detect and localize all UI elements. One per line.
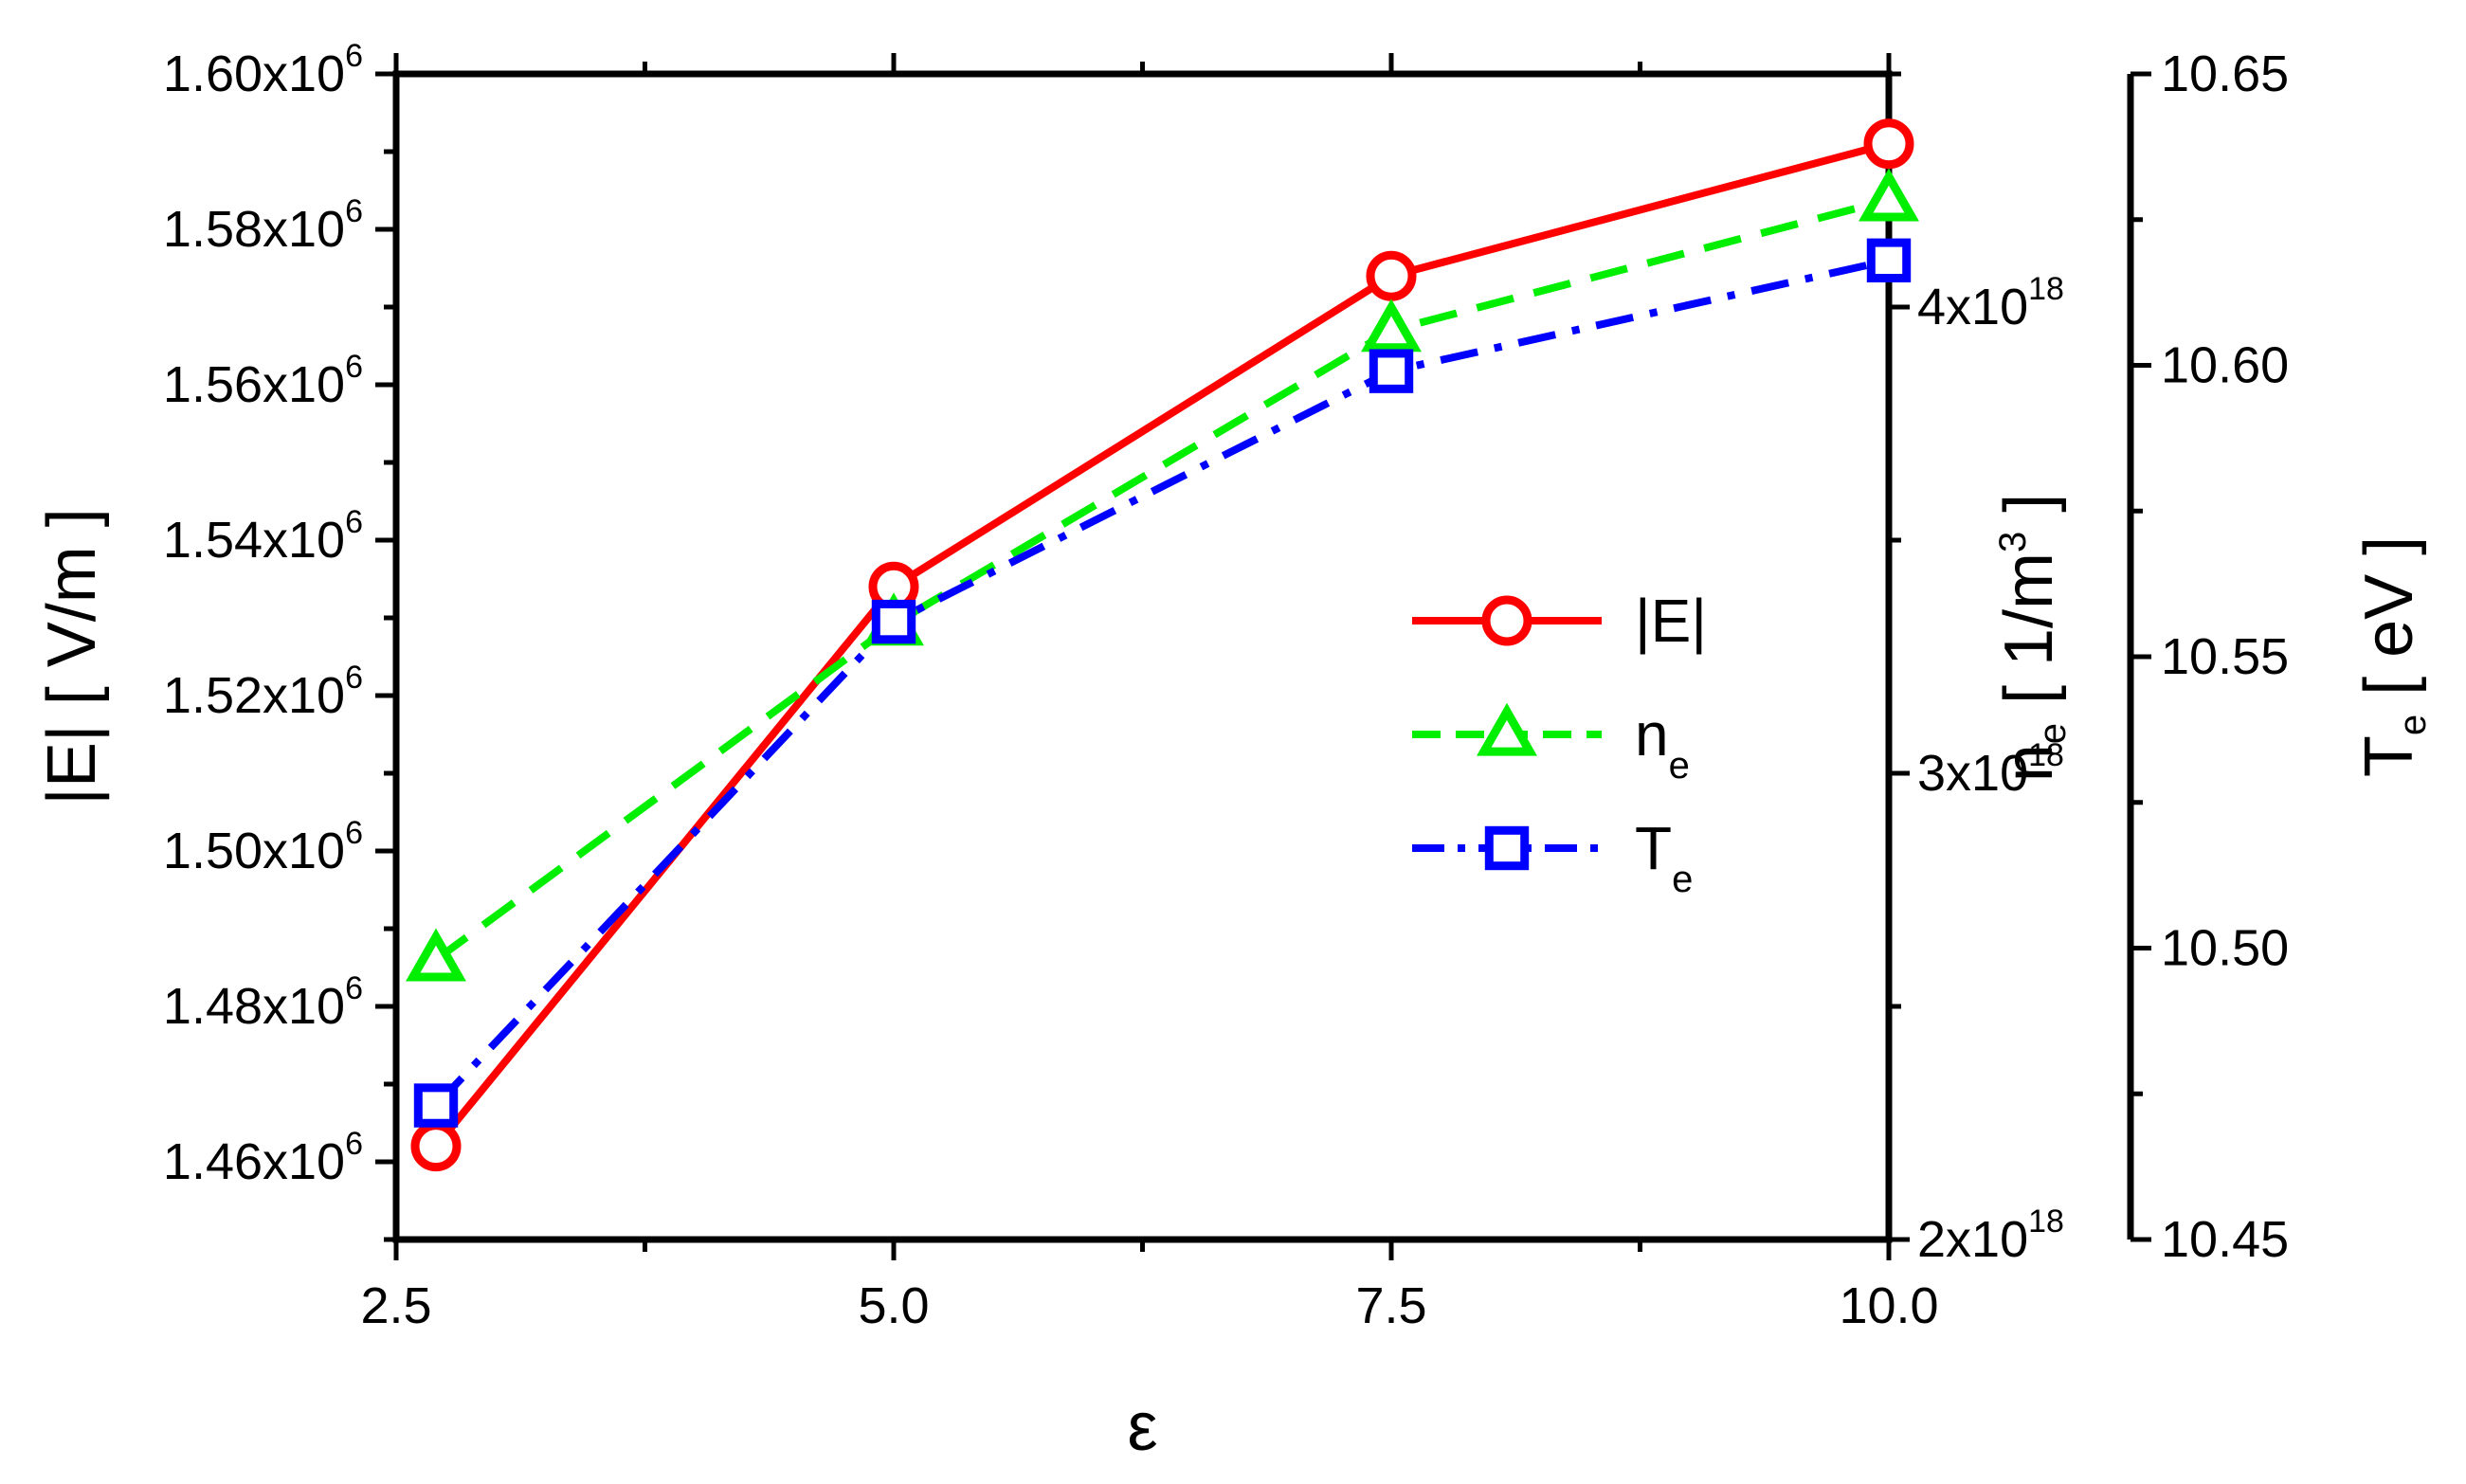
- legend-label-sub: e: [1672, 859, 1693, 900]
- right-axis-2-tick-label: 10.65: [2161, 45, 2289, 102]
- tick-label-exponent: 6: [345, 660, 363, 696]
- tick-label-mantissa: 1.48x10: [163, 978, 345, 1035]
- legend-swatch-marker: [1477, 702, 1537, 756]
- left-y-tick-label: 1.56x106: [163, 349, 363, 413]
- right-axis-2-tick-label: 10.60: [2161, 337, 2289, 394]
- data-point: [1863, 118, 1914, 170]
- right-axis-1-tick-label: 2x1018: [1917, 1203, 2064, 1268]
- left-y-tick-label: 1.58x106: [163, 193, 363, 258]
- tick-label-mantissa: 1.60x10: [163, 45, 345, 102]
- right-axis-2-title: Te [ eV ]: [2351, 536, 2434, 777]
- right-axis-2-title-base: T: [2351, 735, 2427, 777]
- axis-titles-layer: ε |E| [ V/m ] ne [ 1/m3 ] Te [ eV ]: [34, 494, 2434, 1465]
- data-point: [1366, 250, 1417, 301]
- left-y-tick-label: 1.54x106: [163, 504, 363, 569]
- right-axis-2-tick-label: 10.45: [2161, 1211, 2289, 1268]
- legend-label-base: |E|: [1635, 587, 1707, 655]
- tick-label-exponent: 6: [345, 193, 363, 229]
- tick-label-exponent: 6: [345, 38, 363, 74]
- tick-label-mantissa: 1.56x10: [163, 356, 345, 413]
- right-axis-1-title-end: ]: [1991, 494, 2067, 532]
- legend-label-base: n: [1635, 700, 1669, 769]
- x-tick-label: 5.0: [858, 1277, 929, 1334]
- series-1: [433, 195, 1891, 964]
- x-tick-label: 10.0: [1839, 1277, 1938, 1334]
- tick-label-exponent: 18: [2028, 1203, 2064, 1240]
- right-axis-1-title-sub: e: [2032, 723, 2074, 744]
- right-axis-2-title-sub: e: [2392, 715, 2434, 735]
- tick-label-mantissa: 1.54x10: [163, 512, 345, 569]
- tick-label-exponent: 6: [345, 349, 363, 385]
- right-axis-2-title-rest: [ eV ]: [2351, 536, 2427, 715]
- legend-label-base: T: [1635, 814, 1672, 882]
- tick-label-mantissa: 4x10: [1917, 279, 2028, 335]
- tick-label-mantissa: 1.58x10: [163, 201, 345, 258]
- x-axis-title: ε: [1127, 1389, 1157, 1465]
- legend-label: Te: [1635, 814, 1693, 900]
- legend-label-sub: e: [1669, 745, 1690, 787]
- tick-label-mantissa: 3x10: [1917, 745, 2028, 802]
- tick-label-mantissa: 2x10: [1917, 1211, 2028, 1268]
- tick-label-exponent: 18: [2028, 271, 2064, 307]
- legend-entry-2: Te: [1412, 814, 1693, 900]
- data-point: [410, 1121, 462, 1172]
- data-point: [406, 928, 466, 982]
- tick-label-mantissa: 1.46x10: [163, 1133, 345, 1190]
- right-axis-1-title: ne [ 1/m3 ]: [1991, 494, 2074, 783]
- data-point: [1859, 168, 1919, 222]
- tick-label-mantissa: 1.50x10: [163, 823, 345, 879]
- series-line: [433, 256, 1890, 1109]
- series-markers-0: [410, 118, 1914, 1172]
- left-y-tick-label: 1.60x106: [163, 38, 363, 102]
- series-layer: [406, 118, 1919, 1172]
- axes-layer: [375, 53, 2151, 1260]
- right-axis-1-title-sup: 3: [1992, 532, 2034, 552]
- left-y-tick-label: 1.52x106: [163, 660, 363, 724]
- tick-label-exponent: 6: [345, 504, 363, 540]
- data-point: [413, 1083, 459, 1128]
- left-axis-title: |E| [ V/m ]: [34, 508, 110, 805]
- data-point: [1866, 238, 1912, 283]
- left-y-tick-label: 1.46x106: [163, 1126, 363, 1190]
- right-axis-1-tick-label: 3x1018: [1917, 737, 2064, 802]
- plot-frame: [392, 70, 1893, 1243]
- data-point: [871, 599, 916, 644]
- series-line: [433, 195, 1891, 964]
- x-tick-label: 2.5: [360, 1277, 431, 1334]
- left-y-tick-label: 1.50x106: [163, 815, 363, 879]
- legend-swatch-marker: [1484, 825, 1530, 871]
- tick-label-exponent: 18: [2028, 737, 2064, 773]
- series-markers-1: [406, 168, 1919, 982]
- right-axis-1-title-base: n: [1991, 744, 2067, 782]
- data-point: [1369, 349, 1414, 393]
- tick-label-exponent: 6: [345, 1126, 363, 1162]
- tick-label-exponent: 6: [345, 815, 363, 851]
- right-axis-2-tick-label: 10.50: [2161, 920, 2289, 977]
- legend-swatch-marker: [1481, 595, 1532, 646]
- tick-labels-layer: 2.5 5.0 7.5 10.01.46x1061.48x1061.50x1061.5…: [163, 38, 2289, 1334]
- data-point: [1361, 299, 1422, 353]
- legend-label: ne: [1635, 700, 1690, 787]
- right-axis-2-tick-label: 10.55: [2161, 628, 2289, 685]
- legend-entry-1: ne: [1412, 700, 1690, 787]
- tick-label-exponent: 6: [345, 970, 363, 1006]
- left-y-tick-label: 1.48x106: [163, 970, 363, 1035]
- series-markers-2: [413, 238, 1912, 1128]
- right-axis-1-tick-label: 4x1018: [1917, 271, 2064, 335]
- x-tick-label: 7.5: [1355, 1277, 1426, 1334]
- tick-label-mantissa: 1.52x10: [163, 667, 345, 724]
- legend-entry-0: |E|: [1412, 587, 1707, 655]
- right-axis-1-title-rest: [ 1/m: [1991, 552, 2067, 723]
- series-2: [433, 256, 1890, 1109]
- legend-label: |E|: [1635, 587, 1707, 655]
